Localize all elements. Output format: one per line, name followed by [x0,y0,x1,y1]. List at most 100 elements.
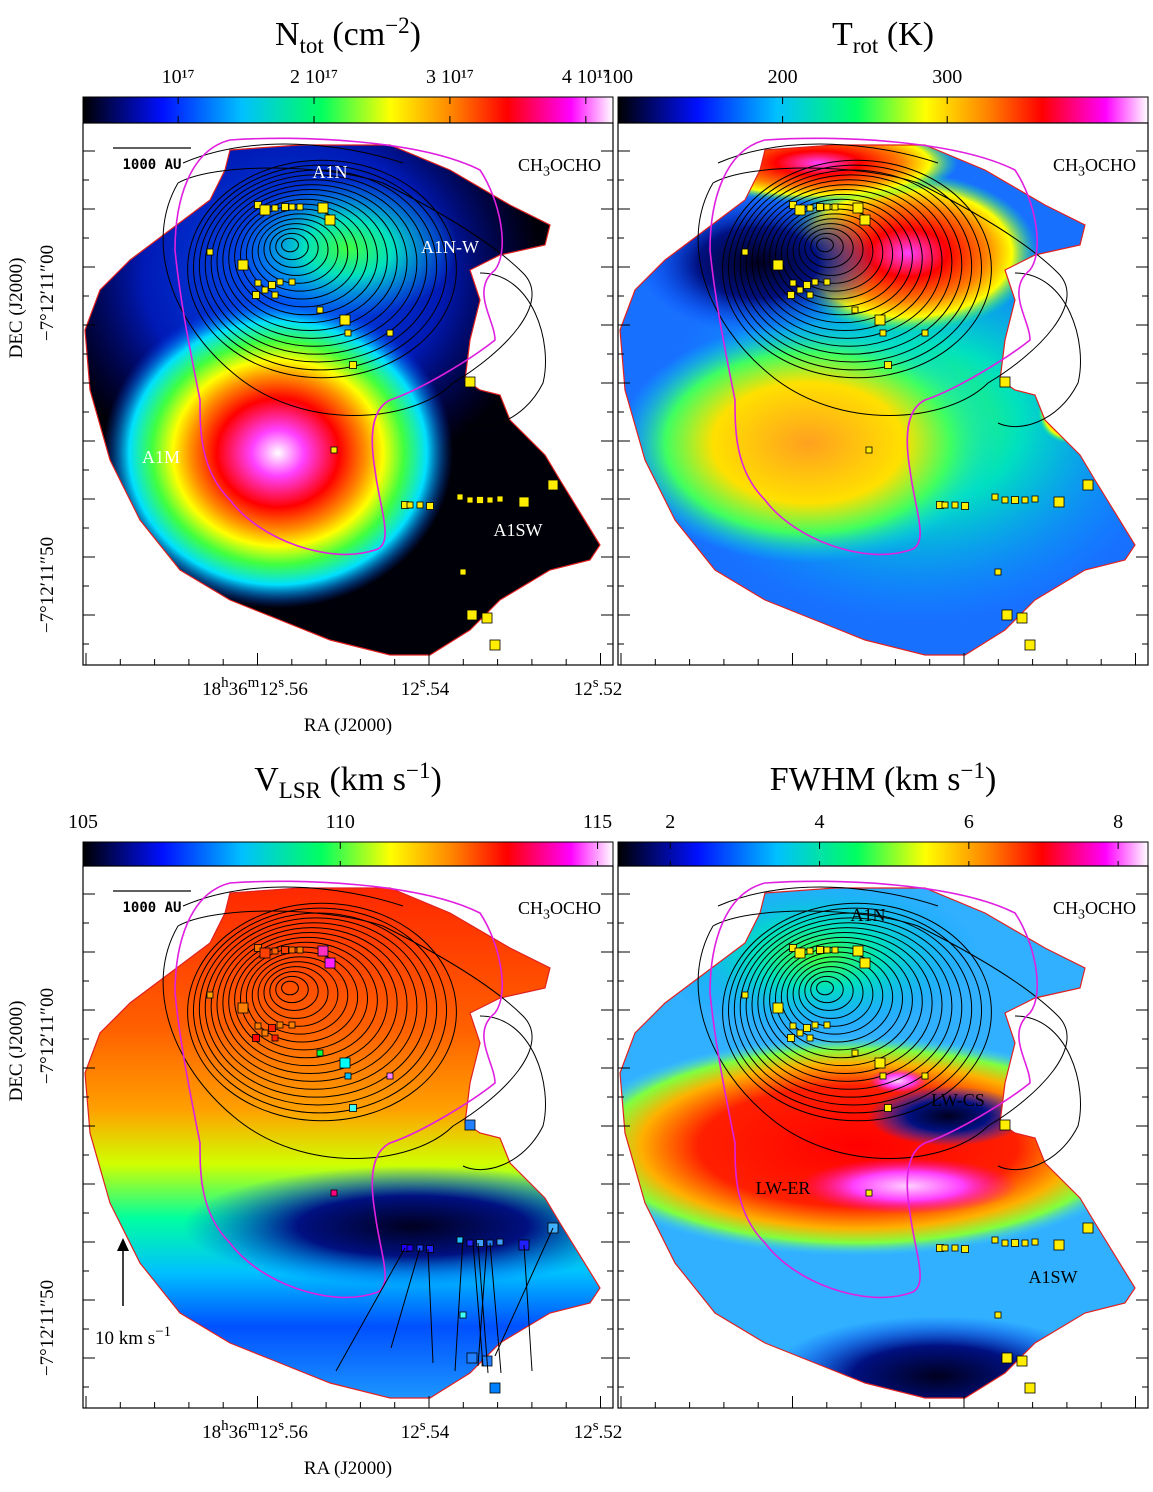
source-marker [741,248,749,256]
colorbar-tick-label: 2 [665,811,675,833]
contour [739,174,963,355]
text-part: 12 [259,1422,278,1443]
source-marker [426,1245,434,1253]
source-marker [772,259,784,271]
ra-tick-label: 18h36m12s.56 [202,1418,308,1443]
source-marker [459,568,467,576]
panel-frame [82,865,614,1409]
source-marker [406,501,414,509]
source-marker [259,947,271,959]
source-marker [489,639,501,651]
colorbar-tick-label: 115 [583,811,612,833]
contour [162,167,533,416]
text-part: T [832,16,853,53]
text-part: s [593,1418,599,1434]
contour [228,936,388,1067]
contour [997,1015,1081,1171]
source-marker [991,493,999,501]
velocity-vector [477,1242,488,1367]
source-marker [1024,639,1036,651]
panel-frame [617,865,1149,1409]
source-marker [796,1029,804,1037]
source-marker [261,1029,269,1037]
source-marker [268,1024,276,1032]
source-marker [344,329,352,337]
contour [745,922,953,1090]
source-marker [851,306,859,314]
source-marker [271,947,279,955]
contour [187,159,457,379]
contour [804,970,854,1012]
source-marker [476,496,484,504]
source-marker [1011,1239,1019,1247]
region-label: A1SW [494,520,543,540]
source-marker [1053,496,1065,508]
source-marker [317,945,329,957]
region-label: A1N-W [421,237,479,257]
contour [257,218,339,284]
colorbar-title: FWHM (km s−1) [770,758,997,798]
source-marker [281,946,289,954]
source-marker [496,1238,504,1246]
text-part: .56 [284,679,308,700]
source-marker [865,1189,873,1197]
source-marker [874,1057,886,1069]
source-marker [496,495,504,503]
source-marker [296,203,304,211]
text-part: LSR [279,778,322,803]
source-marker [831,946,839,954]
text-part: s [278,1418,284,1434]
source-marker [884,1104,892,1112]
source-marker [237,1002,249,1014]
dec-tick-label: −7°12′11″50 [37,537,58,633]
colorbar-title: Trot (K) [832,16,934,58]
colorbar [617,841,1149,869]
velocity-vector [477,1242,489,1374]
panel-frame [617,122,1149,666]
text-part: 3 [1078,908,1085,923]
velocity-vector [335,1247,406,1372]
outline-magenta [709,880,1038,1299]
source-marker [1001,1352,1013,1364]
region-label: A1N [851,905,886,925]
colorbar-tick-label: 105 [68,811,98,833]
ra-tick-label: 12s.54 [401,675,450,700]
source-marker [349,361,357,369]
contour [269,970,319,1012]
contour [251,213,349,292]
source-marker [991,1236,999,1244]
text-part: s [420,1418,426,1434]
source-marker [276,1021,284,1029]
text-part: 12 [401,1422,420,1443]
source-marker [999,1119,1011,1131]
map: CH3OCHO A1N LW-CS LW-ER A1SW [617,865,1149,1409]
text-part: h [221,675,229,691]
text-part: ) [430,761,441,798]
outline-magenta [174,137,503,556]
source-marker [339,314,351,326]
text-part: CH [518,155,543,175]
contour [204,174,428,355]
contour [251,956,349,1035]
region-label: LW-CS [931,1090,985,1110]
source-marker [994,1311,1002,1319]
text-part: 36 [229,679,248,700]
source-marker [271,1034,279,1042]
contour [234,198,378,316]
text-part: m [248,675,260,691]
source-marker [344,1072,352,1080]
contour [786,956,884,1035]
source-marker [466,1352,478,1364]
velocity-vector [472,1242,484,1367]
outline-magenta [709,137,1038,556]
text-part: N [275,16,300,53]
source-marker [1031,495,1039,503]
text-part: .54 [426,1422,450,1443]
velocity-vector [390,1247,421,1349]
contour [192,164,448,371]
source-marker [349,1104,357,1112]
molecule-label: CH3OCHO [1053,898,1136,923]
colorbar-title: Ntot (cm−2) [275,13,421,58]
text-part: OCHO [550,155,601,175]
